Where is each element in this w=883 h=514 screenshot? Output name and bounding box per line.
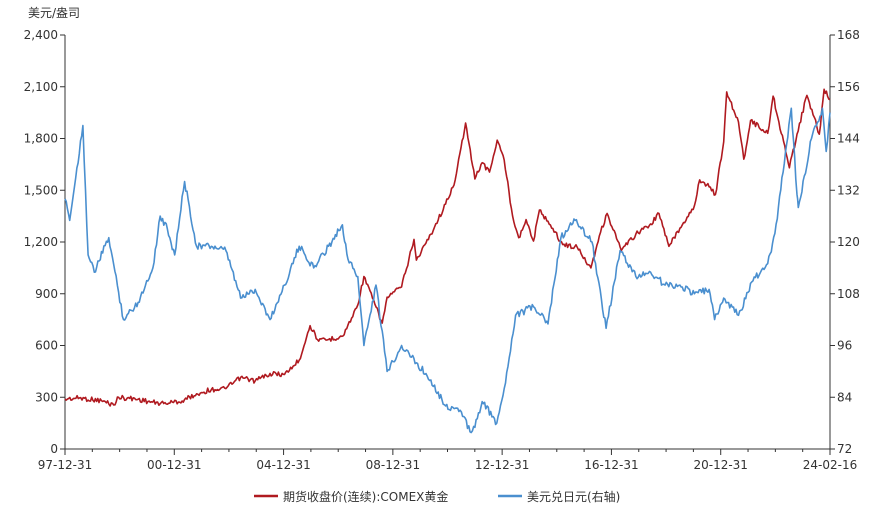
axes: 0 300 600 900 1,200 1,500 1,800 2,100 2,400 72 84 9… (24, 28, 860, 472)
y-tick-label-left: 1,800 (24, 132, 58, 146)
x-tick-label: 00-12-31 (147, 458, 201, 472)
x-tick-label: 12-12-31 (475, 458, 529, 472)
y-tick-label-right: 120 (837, 235, 860, 249)
y-tick-label-left: 2,100 (24, 80, 58, 94)
x-tick-label: 24-02-16 (803, 458, 857, 472)
y-unit-label: 美元/盎司 (28, 6, 80, 20)
y-tick-label-right: 168 (837, 28, 860, 42)
y-tick-label-right: 72 (837, 442, 852, 456)
y-tick-label-left: 300 (35, 390, 58, 404)
y-tick-label-left: 2,400 (24, 28, 58, 42)
x-tick-label: 97-12-31 (38, 458, 92, 472)
y-tick-label-right: 156 (837, 80, 860, 94)
y-tick-label-right: 132 (837, 183, 860, 197)
x-tick-label: 20-12-31 (693, 458, 747, 472)
legend-label-usdjpy: 美元兑日元(右轴) (527, 489, 620, 504)
series-line-usdjpy (64, 107, 831, 434)
series-line-gold (64, 88, 831, 407)
y-tick-label-right: 96 (837, 339, 852, 353)
x-tick-label: 08-12-31 (366, 458, 420, 472)
y-tick-label-left: 1,500 (24, 183, 58, 197)
y-tick-label-right: 84 (837, 390, 852, 404)
y-tick-label-left: 0 (50, 442, 58, 456)
legend-label-gold: 期货收盘价(连续):COMEX黄金 (283, 489, 448, 504)
y-tick-label-right: 144 (837, 132, 860, 146)
y-tick-label-left: 1,200 (24, 235, 58, 249)
x-tick-label: 16-12-31 (584, 458, 638, 472)
y-tick-label-left: 900 (35, 287, 58, 301)
x-tick-label: 04-12-31 (256, 458, 310, 472)
legend: 期货收盘价(连续):COMEX黄金 美元兑日元(右轴) (254, 489, 620, 504)
y-tick-label-left: 600 (35, 339, 58, 353)
y-tick-label-right: 108 (837, 287, 860, 301)
series-layer (64, 88, 831, 434)
